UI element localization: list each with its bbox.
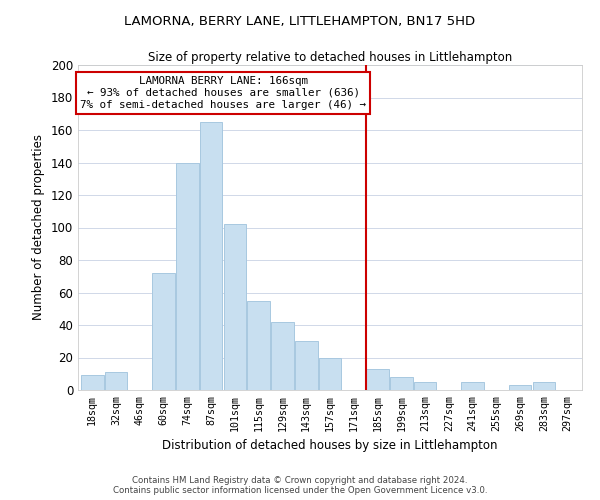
Bar bbox=[105, 372, 127, 390]
Text: Contains HM Land Registry data © Crown copyright and database right 2024.
Contai: Contains HM Land Registry data © Crown c… bbox=[113, 476, 487, 495]
Bar bbox=[152, 273, 175, 390]
Bar bbox=[295, 341, 317, 390]
Bar bbox=[176, 162, 199, 390]
X-axis label: Distribution of detached houses by size in Littlehampton: Distribution of detached houses by size … bbox=[162, 439, 498, 452]
Title: Size of property relative to detached houses in Littlehampton: Size of property relative to detached ho… bbox=[148, 51, 512, 64]
Bar bbox=[224, 224, 246, 390]
Bar bbox=[271, 322, 294, 390]
Text: LAMORNA, BERRY LANE, LITTLEHAMPTON, BN17 5HD: LAMORNA, BERRY LANE, LITTLEHAMPTON, BN17… bbox=[124, 15, 476, 28]
Bar bbox=[414, 382, 436, 390]
Bar bbox=[533, 382, 555, 390]
Bar bbox=[461, 382, 484, 390]
Bar bbox=[81, 376, 104, 390]
Bar bbox=[366, 369, 389, 390]
Bar bbox=[319, 358, 341, 390]
Text: LAMORNA BERRY LANE: 166sqm
← 93% of detached houses are smaller (636)
7% of semi: LAMORNA BERRY LANE: 166sqm ← 93% of deta… bbox=[80, 76, 366, 110]
Y-axis label: Number of detached properties: Number of detached properties bbox=[32, 134, 45, 320]
Bar bbox=[390, 377, 413, 390]
Bar bbox=[247, 300, 270, 390]
Bar bbox=[200, 122, 223, 390]
Bar bbox=[509, 385, 532, 390]
